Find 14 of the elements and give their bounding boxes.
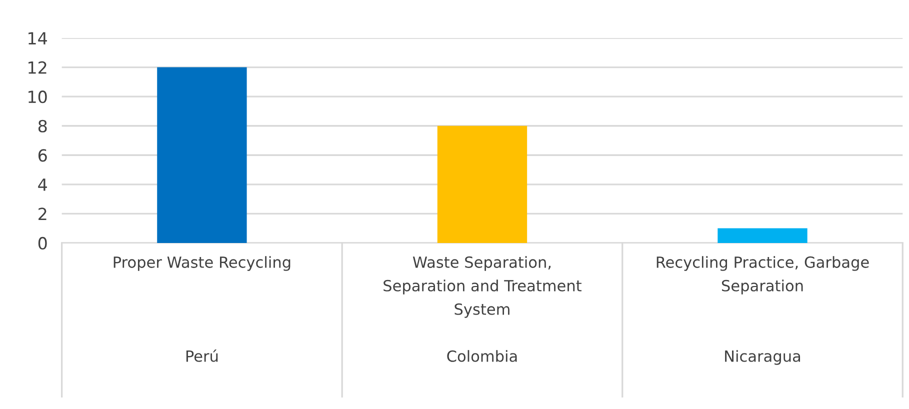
- bar: [718, 228, 808, 243]
- category-label: Waste Separation, Separation and Treatment System Colombia: [384, 256, 582, 362]
- y-tick-label: 8: [38, 120, 47, 132]
- y-tick-label: 0: [38, 236, 47, 250]
- bar: [437, 126, 528, 243]
- y-tick-label: 6: [38, 149, 47, 162]
- y-tick-label: 4: [38, 178, 47, 191]
- category-label: Proper Waste Recycling Perú: [114, 256, 290, 362]
- y-tick-label: 10: [28, 90, 47, 104]
- bar: [157, 67, 247, 243]
- y-tick-label: 12: [28, 61, 46, 74]
- category-label: Recycling Practice, Garbage Separation Nicaragua: [656, 256, 869, 365]
- y-tick-label: 14: [28, 32, 47, 44]
- y-tick-label: 2: [38, 208, 46, 220]
